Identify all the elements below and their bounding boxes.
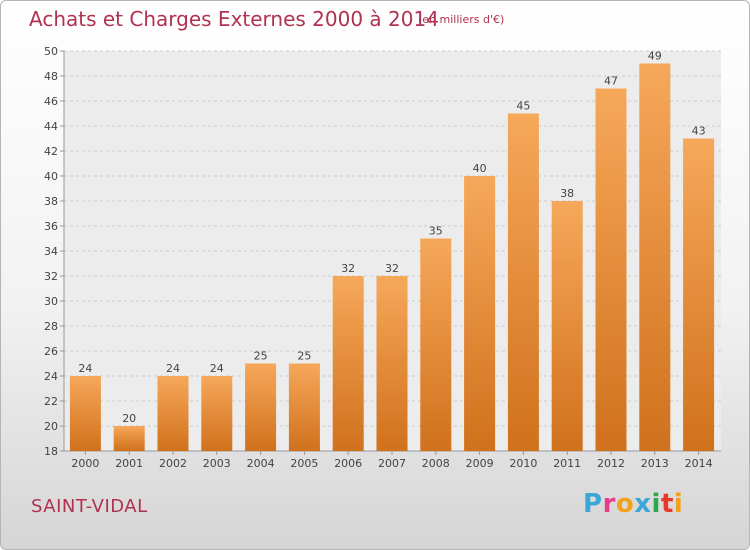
y-tick-label: 44: [44, 120, 58, 133]
x-tick-label: 2012: [597, 457, 625, 470]
data-label: 49: [648, 50, 662, 63]
bar: [113, 426, 145, 451]
x-tick-label: 2006: [334, 457, 362, 470]
x-tick-label: 2014: [685, 457, 713, 470]
bar: [245, 363, 277, 451]
bar: [376, 276, 408, 451]
y-tick-label: 38: [44, 195, 58, 208]
data-label: 20: [122, 412, 136, 425]
bar: [464, 176, 496, 451]
x-tick-label: 2002: [159, 457, 187, 470]
x-tick-label: 2007: [378, 457, 406, 470]
data-label: 25: [297, 350, 311, 363]
bar: [288, 363, 320, 451]
data-label: 32: [385, 262, 399, 275]
bar: [595, 88, 627, 451]
y-tick-label: 50: [44, 45, 58, 58]
y-tick-label: 28: [44, 320, 58, 333]
data-label: 38: [560, 187, 574, 200]
data-label: 35: [429, 225, 443, 238]
bar: [507, 113, 539, 451]
x-tick-label: 2010: [509, 457, 537, 470]
data-label: 32: [341, 262, 355, 275]
y-tick-label: 26: [44, 345, 58, 358]
x-tick-label: 2000: [71, 457, 99, 470]
y-tick-label: 30: [44, 295, 58, 308]
chart-title: Achats et Charges Externes 2000 à 2014: [29, 7, 439, 31]
bar: [683, 138, 715, 451]
bar: [551, 201, 583, 451]
data-label: 24: [78, 362, 92, 375]
bar: [639, 63, 671, 451]
y-tick-label: 18: [44, 445, 58, 458]
data-label: 24: [210, 362, 224, 375]
bar: [420, 238, 452, 451]
data-label: 24: [166, 362, 180, 375]
y-tick-label: 48: [44, 70, 58, 83]
data-label: 45: [516, 100, 530, 113]
y-tick-label: 42: [44, 145, 58, 158]
y-tick-label: 20: [44, 420, 58, 433]
x-tick-label: 2013: [641, 457, 669, 470]
x-tick-label: 2008: [422, 457, 450, 470]
data-label: 43: [692, 125, 706, 138]
x-tick-label: 2001: [115, 457, 143, 470]
x-tick-label: 2003: [203, 457, 231, 470]
x-tick-label: 2004: [247, 457, 275, 470]
proxiti-logo: Proxiti: [583, 489, 684, 519]
bar: [201, 376, 233, 451]
chart-unit: (en milliers d'€): [418, 13, 505, 26]
bar: [157, 376, 189, 451]
x-tick-label: 2009: [466, 457, 494, 470]
bar: [69, 376, 101, 451]
y-tick-label: 40: [44, 170, 58, 183]
bar: [332, 276, 364, 451]
y-tick-label: 24: [44, 370, 58, 383]
y-tick-label: 36: [44, 220, 58, 233]
commune-name: SAINT-VIDAL: [31, 496, 148, 517]
data-label: 47: [604, 75, 618, 88]
y-tick-label: 32: [44, 270, 58, 283]
y-tick-label: 22: [44, 395, 58, 408]
x-tick-label: 2005: [290, 457, 318, 470]
y-tick-label: 34: [44, 245, 58, 258]
data-label: 40: [473, 162, 487, 175]
data-label: 25: [254, 350, 268, 363]
y-tick-label: 46: [44, 95, 58, 108]
x-tick-label: 2011: [553, 457, 581, 470]
